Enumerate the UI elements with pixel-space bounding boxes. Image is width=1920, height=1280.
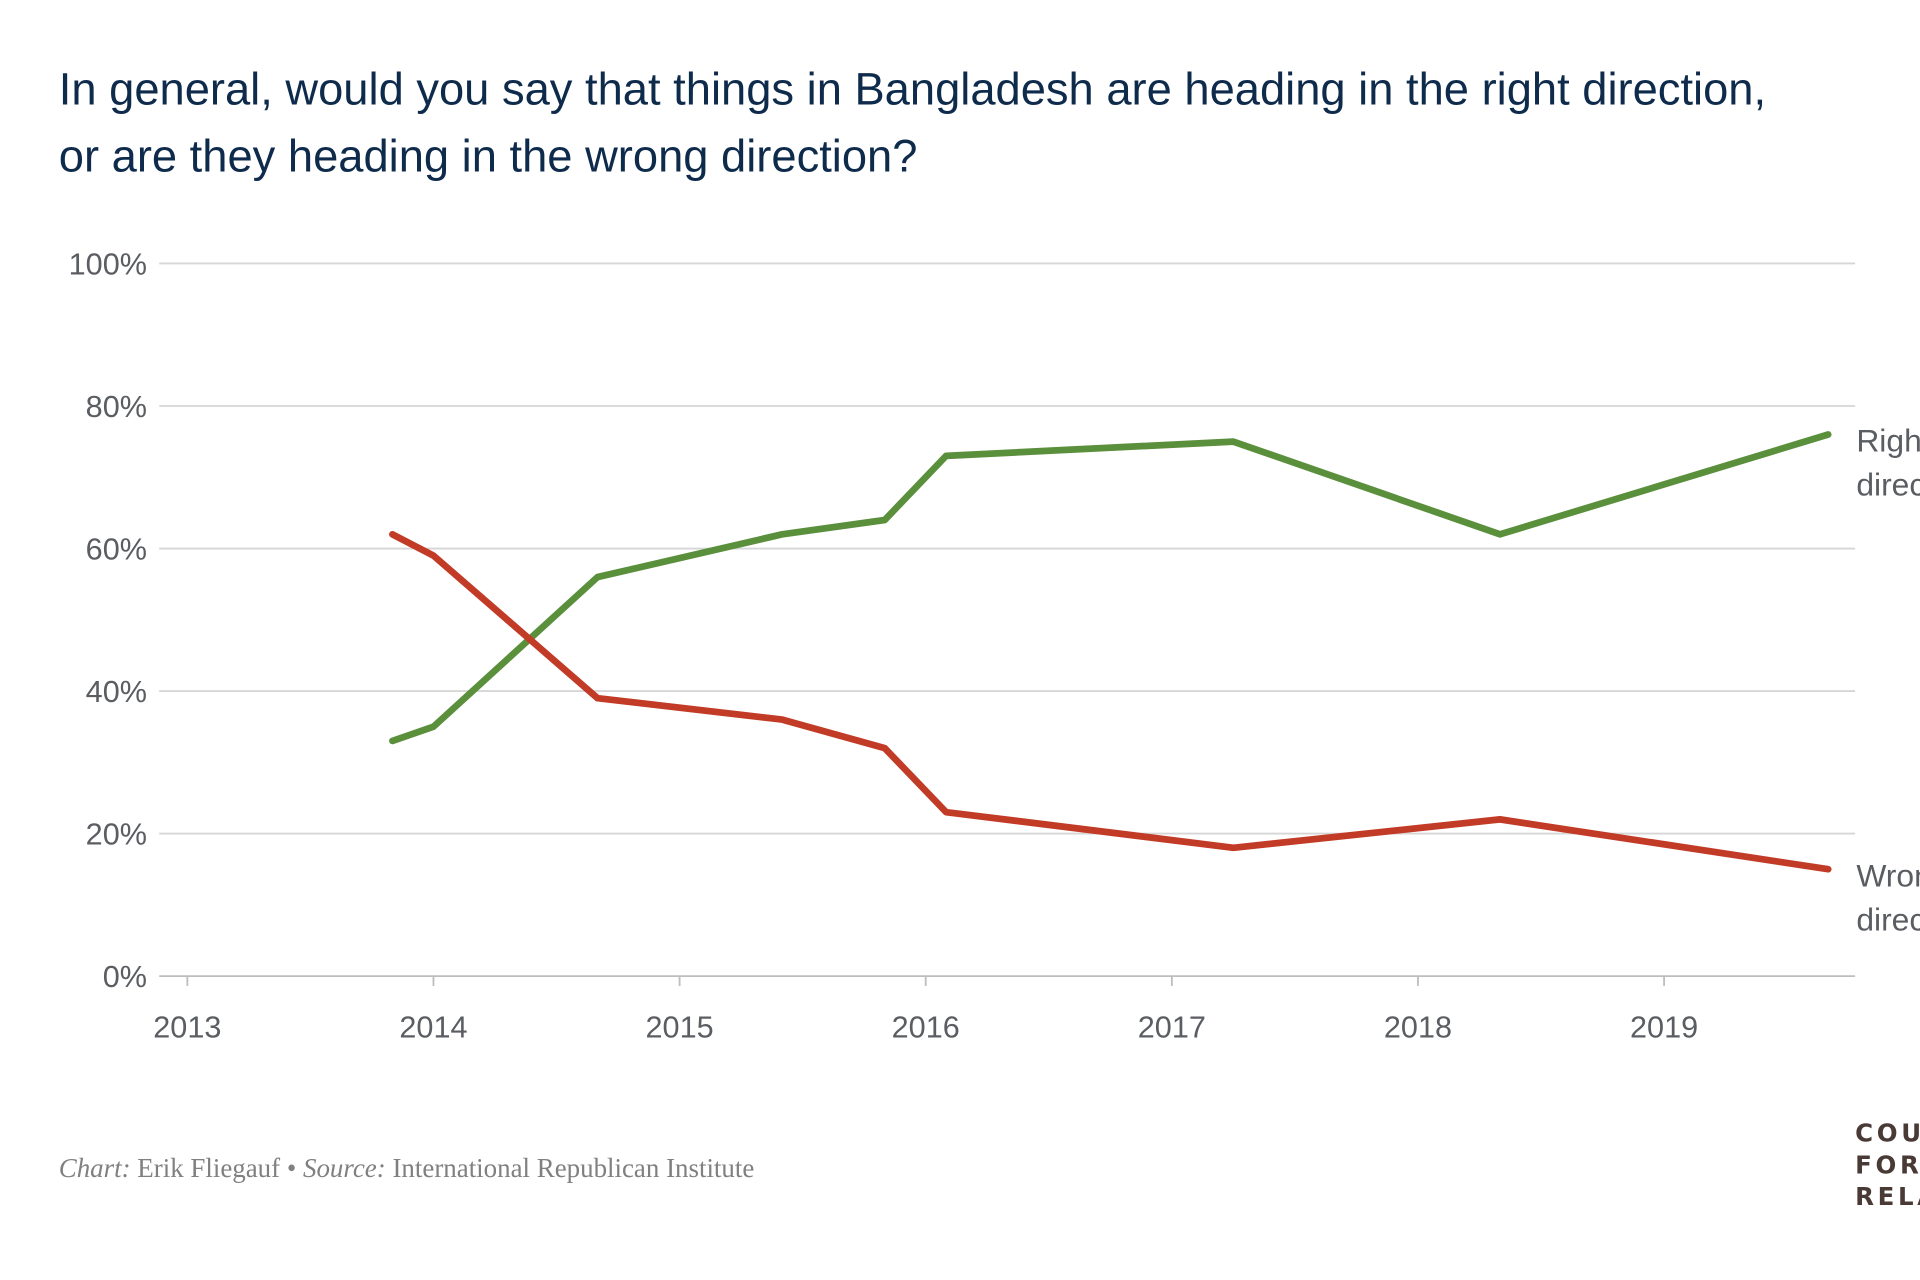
- data-point: [943, 452, 950, 459]
- x-tick-label: 2014: [399, 1010, 467, 1044]
- svg-text:FOREIGN: FOREIGN: [1855, 1150, 1920, 1179]
- svg-text:RELATIONS: RELATIONS: [1855, 1182, 1920, 1211]
- series-label: Right: [1856, 423, 1920, 459]
- x-tick-label: 2017: [1138, 1010, 1206, 1044]
- source-label: Source:: [303, 1153, 386, 1183]
- data-point: [1230, 438, 1237, 445]
- chart-title-line-2: or are they heading in the wrong directi…: [59, 131, 918, 182]
- series-line-wrong: [389, 530, 1832, 873]
- footer-credit: Chart: Erik Fliegauf • Source: Internati…: [59, 1153, 755, 1183]
- series-line-right: [389, 431, 1832, 745]
- x-tick-label: 2015: [646, 1010, 714, 1044]
- data-point: [1825, 431, 1832, 438]
- data-point: [389, 737, 396, 745]
- y-tick-label: 60%: [86, 533, 147, 567]
- data-point: [594, 573, 601, 581]
- source-name: International Republican Institute: [386, 1153, 755, 1183]
- series-label: direction: [1856, 467, 1920, 503]
- x-tick-label: 2018: [1384, 1010, 1452, 1044]
- svg-text:COUNCIL: COUNCIL: [1855, 1118, 1920, 1147]
- chart-author: Erik Fliegauf •: [131, 1153, 303, 1183]
- data-point: [430, 552, 437, 559]
- x-tick-label: 2013: [153, 1010, 221, 1044]
- series-label: direction: [1856, 901, 1920, 937]
- chart-credit-label: Chart:: [59, 1153, 131, 1183]
- x-tick-label: 2016: [892, 1010, 960, 1044]
- y-tick-label: 100%: [69, 247, 147, 281]
- data-point: [430, 723, 437, 730]
- data-point: [1496, 531, 1504, 538]
- data-point: [779, 531, 786, 538]
- y-tick-label: 0%: [103, 960, 147, 994]
- x-tick-label: 2019: [1630, 1010, 1698, 1044]
- data-point: [389, 531, 396, 538]
- y-tick-label: 80%: [86, 390, 147, 424]
- data-point: [1496, 816, 1504, 823]
- chart-title-line-1: In general, would you say that things in…: [59, 63, 1766, 114]
- data-point: [1825, 866, 1832, 873]
- cfr-logo: COUNCIL FOREIGN RELATIONS: [1855, 1118, 1920, 1211]
- data-point: [881, 516, 888, 524]
- y-tick-label: 40%: [86, 675, 147, 709]
- series-label: Wrong: [1856, 857, 1920, 893]
- data-point: [1230, 844, 1237, 851]
- data-point: [779, 716, 786, 723]
- data-point: [943, 809, 950, 816]
- data-point: [881, 745, 888, 752]
- data-point: [594, 695, 601, 702]
- y-tick-label: 20%: [86, 818, 147, 852]
